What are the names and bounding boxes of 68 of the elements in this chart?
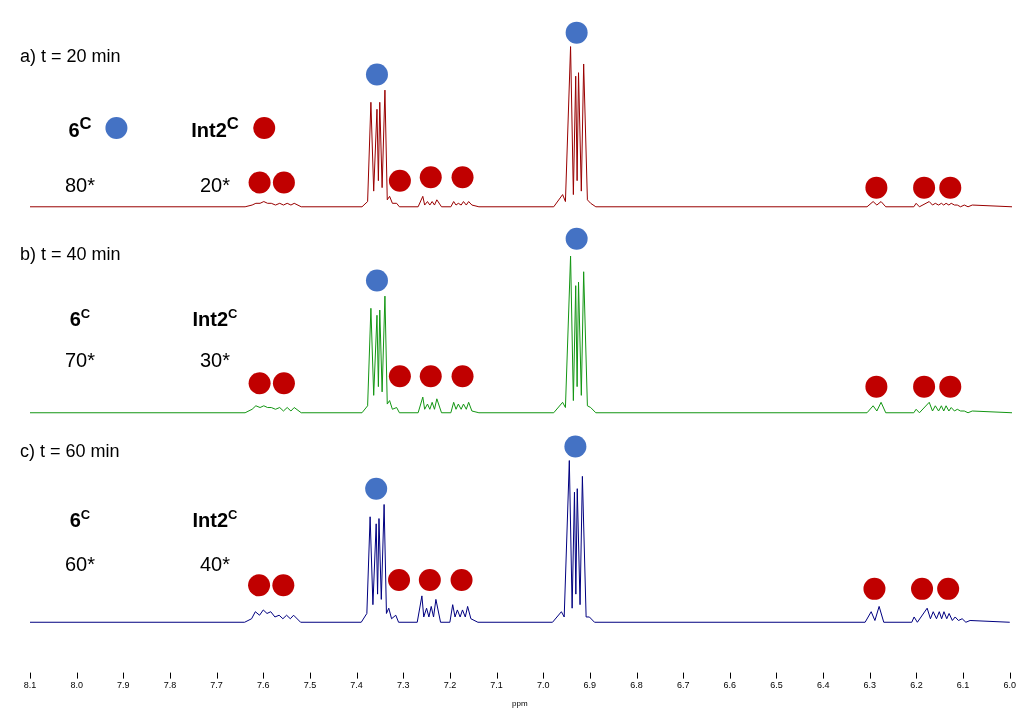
x-tick-label: 6.2 xyxy=(910,680,923,691)
point xyxy=(939,176,962,199)
point xyxy=(450,569,473,592)
x-tick-label: 7.7 xyxy=(210,680,223,691)
x-tick-label: 8.1 xyxy=(23,680,37,691)
point xyxy=(248,372,271,395)
point xyxy=(418,569,441,592)
annotation: 40* xyxy=(199,553,231,575)
point xyxy=(248,171,271,194)
x-tick-label: 7.4 xyxy=(350,680,363,691)
annotation: a) t = 20 min xyxy=(20,46,121,66)
point xyxy=(272,574,295,597)
x-tick-label: 6.1 xyxy=(956,680,970,691)
annotation: Int2$^{C}$ xyxy=(192,306,238,330)
annotation: 20* xyxy=(199,174,231,196)
point xyxy=(451,365,474,388)
point xyxy=(565,227,588,250)
x-tick-label: 6.0 xyxy=(1003,680,1016,691)
x-tick-label: 7.3 xyxy=(396,680,410,691)
x-tick-label: 6.5 xyxy=(770,680,783,691)
point xyxy=(565,21,588,44)
x-tick-label: 6.7 xyxy=(676,680,690,691)
point xyxy=(419,365,442,388)
x-tick-label: 6.4 xyxy=(816,680,830,691)
point xyxy=(365,63,388,86)
annotation: 6$^{C}$ xyxy=(69,507,91,531)
annotation: 30* xyxy=(199,349,231,371)
annotation: 60* xyxy=(64,553,96,575)
point xyxy=(939,375,962,398)
point xyxy=(419,166,442,189)
point xyxy=(388,169,411,192)
point xyxy=(865,176,888,199)
annotation: 6$^{C}$ xyxy=(69,306,91,330)
annotation: b) t = 40 min xyxy=(20,244,121,264)
point xyxy=(272,171,295,194)
x-tick-label: 7.9 xyxy=(117,680,130,691)
point xyxy=(388,569,411,592)
point xyxy=(564,435,587,458)
legend-label: 6$^{C}$ xyxy=(68,114,92,141)
point xyxy=(451,166,474,189)
point xyxy=(365,477,388,500)
x-tick-label: 7.6 xyxy=(257,680,270,691)
point xyxy=(913,176,936,199)
x-tick-label: 6.6 xyxy=(723,680,737,691)
x-tick-label: 7.5 xyxy=(303,680,317,691)
point xyxy=(248,574,271,597)
x-tick-label: 7.0 xyxy=(536,680,550,691)
point xyxy=(911,577,934,600)
point xyxy=(272,372,295,395)
x-tick-label: 6.3 xyxy=(863,680,877,691)
x-axis-title: ppm xyxy=(512,699,528,709)
annotation: Int2$^{C}$ xyxy=(192,507,238,531)
point xyxy=(865,375,888,398)
x-tick-label: 7.2 xyxy=(443,680,457,691)
annotation: 70* xyxy=(64,349,96,371)
point xyxy=(365,269,388,292)
x-tick-label: 7.8 xyxy=(163,680,177,691)
x-tick-label: 6.8 xyxy=(630,680,643,691)
x-tick-label: 7.1 xyxy=(490,680,503,691)
x-tick-label: 6.9 xyxy=(583,680,597,691)
annotation: c) t = 60 min xyxy=(20,441,120,461)
legend-label: Int2$^{C}$ xyxy=(191,114,239,141)
point xyxy=(863,577,886,600)
x-tick-label: 8.0 xyxy=(70,680,83,691)
annotation: 80* xyxy=(64,174,96,196)
point xyxy=(913,375,936,398)
point xyxy=(388,365,411,388)
point xyxy=(937,577,960,600)
